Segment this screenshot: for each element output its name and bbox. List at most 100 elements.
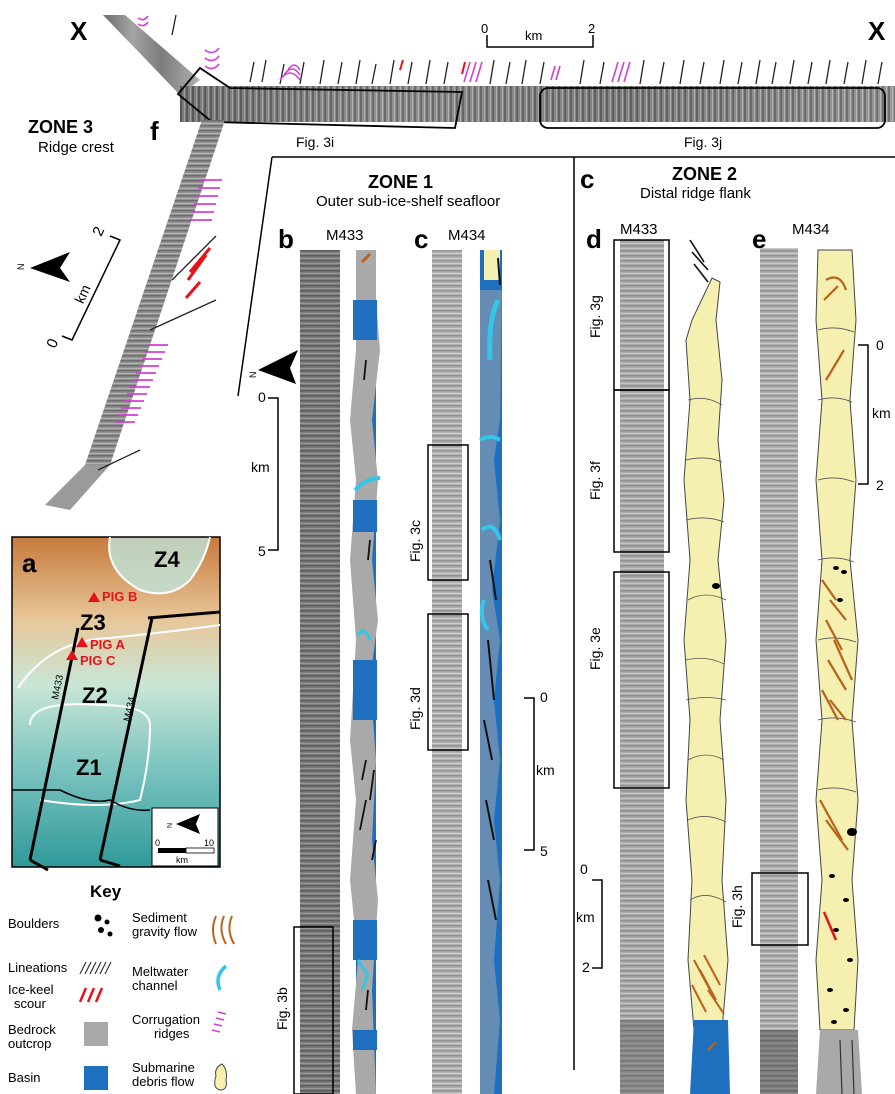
key-sgf-label-2: gravity flow [132, 924, 198, 939]
c-scale-five: 5 [540, 843, 548, 859]
c-scale-zero: 0 [540, 689, 548, 705]
site-pig-c [66, 650, 78, 660]
mission-label-c: M434 [448, 227, 486, 244]
key-sediment-flow-icon [212, 915, 235, 945]
zone3-scale-zero: 0 [43, 336, 62, 351]
fig3d-box [427, 613, 469, 751]
d-scale-unit: km [576, 909, 595, 925]
b-scale-bar: 0 5 km [251, 389, 279, 559]
fig3b-box [293, 926, 334, 1094]
e-sonar-strip [760, 248, 798, 1094]
zone1-north-letter: N [248, 372, 258, 379]
inset-site-pig-a: PIG A [90, 637, 126, 652]
key-mw-label-1: Meltwater [132, 964, 189, 979]
c-sonar-strip [432, 250, 462, 1094]
d-sonar-strip [620, 240, 664, 1094]
key-ice-keel-label-1: Ice-keel [8, 982, 54, 997]
key-basin-swatch [84, 1066, 108, 1090]
site-pig-a [76, 637, 88, 647]
e-interpretation [815, 249, 862, 1094]
panel-letter-f: f [150, 116, 159, 146]
zone3-subtitle: Ridge crest [38, 139, 115, 156]
fig3h-box [751, 872, 809, 946]
b-sonar-strip [300, 250, 340, 1094]
zone2-panel-letter: c [580, 164, 594, 194]
key-legend: Key Boulders Lineations Ice-keel scour B… [8, 882, 235, 1091]
key-ice-keel-label-2: scour [14, 996, 46, 1011]
fig3j-box [539, 87, 886, 129]
inset-scale-zero: 0 [155, 838, 160, 848]
fig3h-label: Fig. 3h [729, 885, 745, 928]
key-lineations-label: Lineations [8, 960, 68, 975]
fig3e-box [613, 571, 670, 789]
inset-site-pig-c: PIG C [80, 653, 116, 668]
key-meltwater-icon [216, 964, 228, 991]
inset-zone-z4: Z4 [154, 547, 180, 572]
zone3-scale-bar: 2 0 km [43, 224, 122, 351]
inset-track-m434: M434 [122, 695, 138, 722]
zone3-north-letter: N [16, 264, 26, 271]
key-corr-label-1: Corrugation [132, 1012, 200, 1027]
b-scale-unit: km [251, 459, 270, 475]
top-scale-bar: 0 2 km [481, 21, 595, 48]
fig3c-box [427, 444, 469, 581]
key-scour-icon [78, 987, 104, 1003]
e-scale-unit: km [872, 405, 891, 421]
panel-letter-e: e [752, 224, 766, 254]
key-bedrock-label-1: Bedrock [8, 1022, 56, 1037]
c-scale-bar: 0 5 km [524, 689, 555, 859]
key-sgf-label-1: Sediment [132, 910, 187, 925]
b-scale-zero: 0 [258, 389, 266, 405]
inset-zone-z1: Z1 [76, 755, 102, 780]
key-corr-label-2: ridges [154, 1026, 190, 1041]
zone3-scours [184, 247, 212, 299]
key-boulders-label: Boulders [8, 916, 60, 931]
d-scale-bar: 0 2 km [576, 861, 603, 975]
zone3-north-arrow: N [16, 252, 70, 282]
zone2-subtitle: Distal ridge flank [640, 185, 751, 202]
zone3-scale-unit: km [71, 282, 93, 306]
top-scale-unit: km [525, 28, 542, 43]
fig3e-label: Fig. 3e [587, 627, 603, 670]
zone3-sonar-strip [45, 120, 225, 510]
inset-scale-ten: 10 [204, 838, 214, 848]
key-corrugation-icon [211, 1011, 227, 1033]
mission-label-d: M433 [620, 221, 658, 238]
d-interpretation [683, 239, 730, 1094]
fig3g-label: Fig. 3g [587, 295, 603, 338]
fig3d-label: Fig. 3d [407, 687, 423, 730]
e-scale-bar: 0 2 km [858, 337, 891, 493]
b-interpretation [350, 250, 381, 1094]
inset-map: PIG B PIG A PIG C Z4 Z3 Z2 Z1 M433 M434 … [11, 536, 221, 872]
key-sdf-label-1: Submarine [132, 1060, 195, 1075]
zone3-corrugations [115, 179, 222, 423]
key-debris-flow-icon [214, 1063, 227, 1091]
top-sonar-strip [103, 15, 895, 122]
e-scale-zero: 0 [876, 337, 884, 353]
zone-dividers [237, 156, 895, 1070]
key-basin-label: Basin [8, 1070, 41, 1085]
top-strip-corrugations [137, 15, 631, 83]
top-scale-zero: 0 [481, 21, 488, 36]
inset-zone-z3: Z3 [80, 610, 106, 635]
top-strip-scours [399, 59, 466, 75]
fig3f-box [613, 389, 670, 553]
fig3i-label: Fig. 3i [296, 134, 334, 150]
key-bedrock-label-2: outcrop [8, 1036, 51, 1051]
panel-letter-a: a [22, 548, 37, 578]
key-title: Key [90, 882, 122, 901]
top-strip-lineations [171, 14, 883, 85]
inset-track-m433: M433 [50, 673, 66, 700]
corner-label-right: X [868, 16, 886, 46]
b-scale-five: 5 [258, 543, 266, 559]
fig3b-label: Fig. 3b [274, 987, 290, 1030]
top-scale-two: 2 [588, 21, 595, 36]
mission-label-b: M433 [326, 227, 364, 244]
zone1-subtitle: Outer sub-ice-shelf seafloor [316, 193, 500, 210]
fig3i-box [176, 66, 464, 129]
panel-letter-b: b [278, 224, 294, 254]
zone1-title: ZONE 1 [368, 172, 433, 192]
inset-site-pig-b: PIG B [102, 589, 137, 604]
zone3-lineations [97, 235, 217, 471]
